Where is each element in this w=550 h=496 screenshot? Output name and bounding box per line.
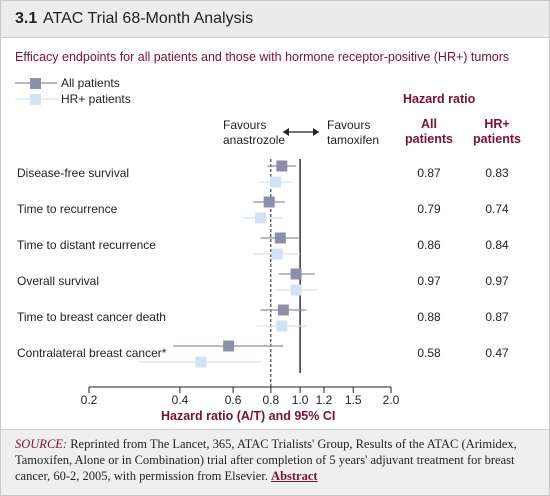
- abstract-link[interactable]: Abstract: [271, 469, 318, 483]
- title: ATAC Trial 68-Month Analysis: [43, 10, 254, 27]
- hazard-ratio-value: 0.86: [417, 238, 441, 252]
- plot: [15, 78, 392, 393]
- hazard-ratio-value: 0.79: [417, 202, 441, 216]
- point-estimate: [276, 320, 288, 332]
- x-tick-label: 0.8: [262, 393, 280, 407]
- point-estimate: [270, 176, 282, 188]
- point-estimate: [290, 284, 302, 296]
- chart-title: Efficacy endpoints for all patients and …: [15, 50, 510, 64]
- point-estimate: [271, 248, 283, 260]
- legend-label: HR+ patients: [61, 92, 131, 106]
- row-label: Overall survival: [17, 274, 100, 288]
- point-estimate: [223, 340, 235, 352]
- x-tick-label: 1.2: [315, 393, 333, 407]
- hazard-ratio-header: Hazard ratio: [403, 92, 476, 106]
- hazard-ratio-value: 0.83: [485, 166, 509, 180]
- row-label: Time to distant recurrence: [17, 238, 156, 252]
- source-box: SOURCE: Reprinted from The Lancet, 365, …: [1, 429, 549, 495]
- hazard-ratio-value: 0.84: [485, 238, 509, 252]
- hazard-ratio-value: 0.47: [485, 346, 509, 360]
- row-label: Time to recurrence: [17, 202, 118, 216]
- column-header: All patients: [405, 117, 453, 146]
- section-number: 3.1: [15, 10, 38, 27]
- hazard-ratio-value: 0.87: [485, 310, 509, 324]
- row-label: Time to breast cancer death: [17, 310, 166, 324]
- point-estimate: [290, 268, 302, 280]
- legend-marker: [30, 78, 41, 89]
- legend-label: All patients: [61, 76, 120, 90]
- hazard-ratio-value: 0.97: [417, 274, 441, 288]
- column-header: HR+ patients: [473, 117, 521, 146]
- source-label: SOURCE:: [15, 437, 68, 451]
- favours-left: Favours anastrozole: [223, 118, 286, 147]
- hazard-ratio-value: 0.74: [485, 202, 509, 216]
- x-tick-label: 1.0: [291, 393, 309, 407]
- row-label: Disease-free survival: [17, 166, 130, 180]
- x-tick-label: 2.0: [382, 393, 400, 407]
- hazard-ratio-value: 0.97: [485, 274, 509, 288]
- source-text: SOURCE: Reprinted from The Lancet, 365, …: [15, 436, 535, 484]
- hazard-ratio-value: 0.58: [417, 346, 441, 360]
- x-tick-label: 0.4: [171, 393, 189, 407]
- row-label: Contralateral breast cancer*: [17, 346, 167, 360]
- favours-right: Favours tamoxifen: [327, 118, 380, 147]
- title-bar: 3.1 ATAC Trial 68-Month Analysis: [1, 1, 549, 38]
- point-estimate: [276, 160, 288, 172]
- point-estimate: [274, 232, 286, 244]
- hazard-ratio-value: 0.87: [417, 166, 441, 180]
- point-estimate: [277, 304, 289, 316]
- point-estimate: [255, 212, 267, 224]
- point-estimate: [195, 356, 207, 368]
- point-estimate: [263, 196, 275, 208]
- hazard-ratio-value: 0.88: [417, 310, 441, 324]
- x-tick-label: 0.6: [224, 393, 242, 407]
- x-tick-label: 0.2: [80, 393, 98, 407]
- legend-marker: [30, 94, 41, 105]
- x-axis-label: Hazard ratio (A/T) and 95% CI: [161, 409, 336, 423]
- x-tick-label: 1.5: [344, 393, 362, 407]
- source-body: Reprinted from The Lancet, 365, ATAC Tri…: [15, 437, 517, 483]
